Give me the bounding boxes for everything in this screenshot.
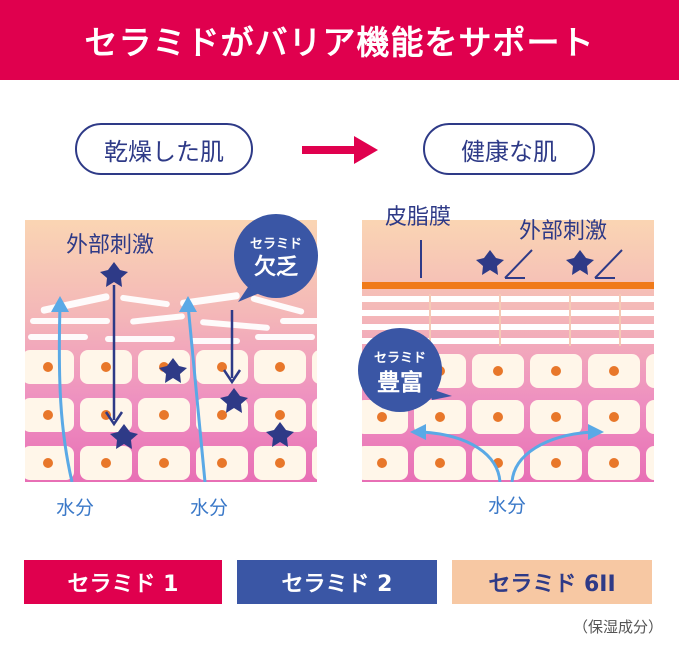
legend-ceramide-6ii: セラミド 6II (452, 560, 652, 604)
legend-ceramide-1: セラミド 1 (24, 560, 222, 604)
ceramide-deficient-badge: セラミド 欠乏 (234, 214, 318, 302)
transition-arrow (302, 136, 378, 164)
footnote: （保湿成分） (572, 618, 663, 636)
left-badge-line2: 欠乏 (254, 254, 298, 280)
right-badge-line2: 豊富 (377, 369, 423, 396)
left-badge-line1: セラミド (250, 237, 302, 252)
title-banner: セラミドがバリア機能をサポート (0, 0, 679, 80)
dry-skin-label: 乾燥した肌 (75, 123, 253, 175)
right-water-label: 水分 (488, 495, 526, 517)
ceramide-rich-badge: セラミド 豊富 (358, 328, 452, 412)
legend-ceramide-2: セラミド 2 (237, 560, 437, 604)
left-water-label-2: 水分 (190, 497, 228, 519)
right-badge-line1: セラミド (374, 351, 426, 366)
right-stimulus-label: 外部刺激 (519, 219, 607, 244)
left-water-label-1: 水分 (56, 497, 94, 519)
sebum-label: 皮脂膜 (385, 205, 451, 230)
healthy-skin-label: 健康な肌 (423, 123, 595, 175)
left-stimulus-label: 外部刺激 (66, 233, 154, 258)
banner-title: セラミドがバリア機能をサポート (84, 23, 595, 62)
